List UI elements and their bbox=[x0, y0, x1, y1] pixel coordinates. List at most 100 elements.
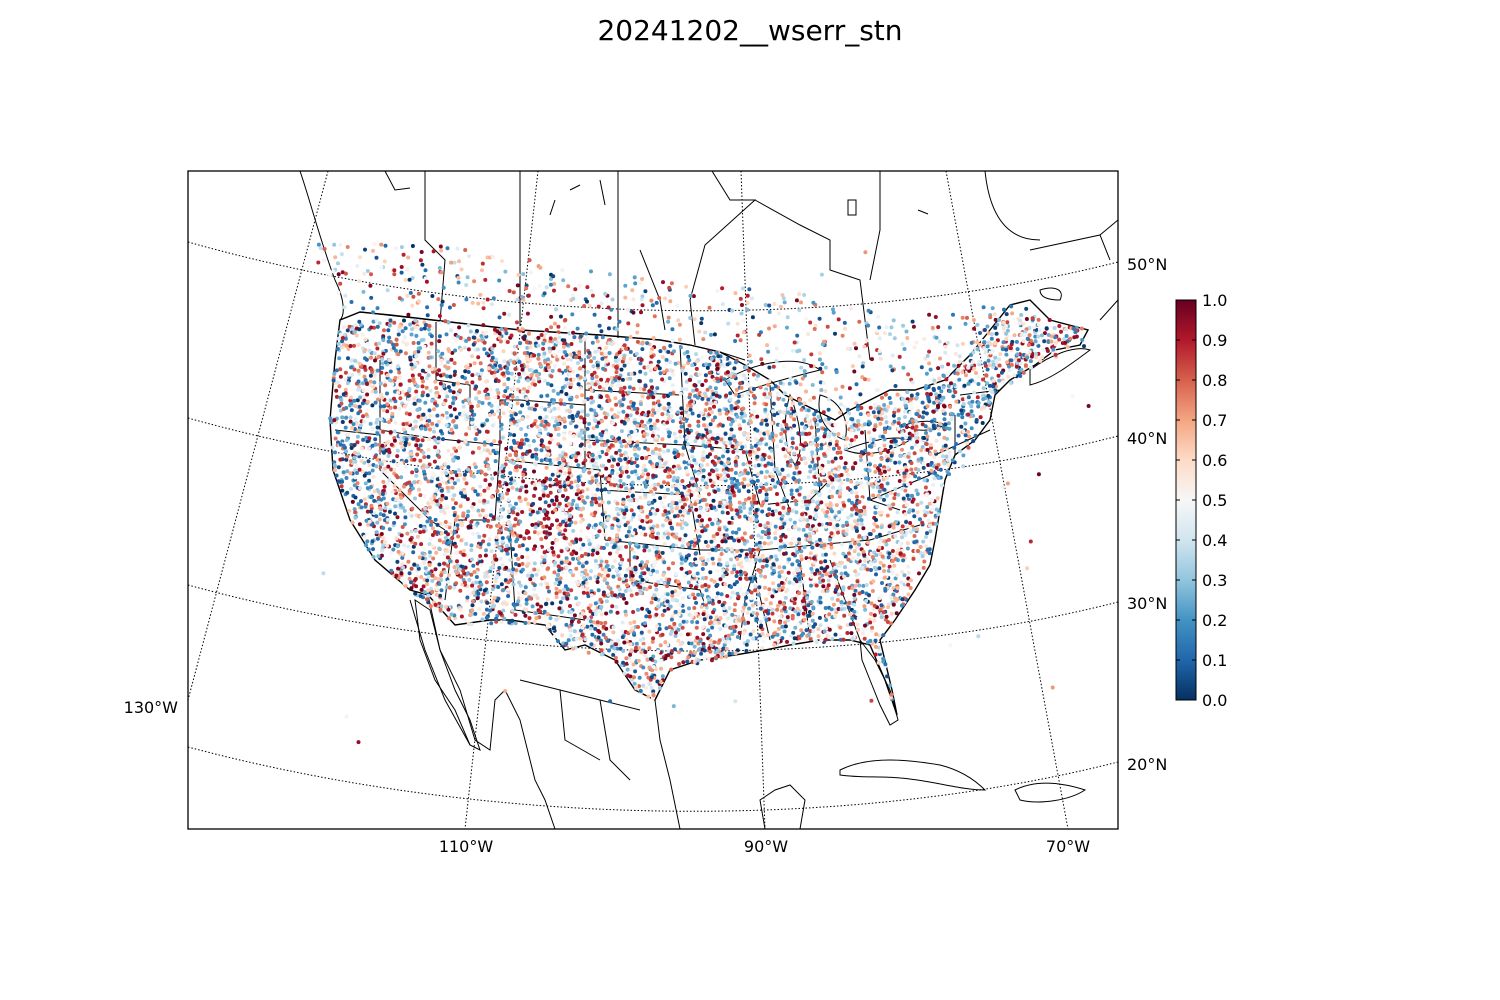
station-point bbox=[395, 454, 400, 459]
station-point bbox=[615, 550, 619, 555]
station-point bbox=[414, 473, 419, 478]
station-point bbox=[343, 377, 348, 382]
station-point bbox=[515, 537, 520, 542]
station-point bbox=[511, 582, 516, 587]
station-point bbox=[777, 587, 782, 592]
station-point bbox=[823, 427, 828, 432]
station-point bbox=[378, 512, 383, 517]
station-point bbox=[656, 580, 660, 584]
station-point bbox=[539, 582, 543, 587]
station-point bbox=[837, 494, 842, 499]
station-point bbox=[704, 605, 709, 610]
station-point bbox=[426, 593, 431, 598]
station-point bbox=[986, 399, 991, 404]
station-point bbox=[542, 516, 547, 521]
station-point bbox=[614, 402, 619, 407]
station-point bbox=[377, 517, 382, 522]
station-point bbox=[441, 372, 446, 377]
station-point bbox=[724, 411, 729, 416]
station-point bbox=[984, 373, 989, 378]
station-point bbox=[427, 516, 432, 521]
station-point bbox=[552, 424, 557, 428]
station-point bbox=[912, 345, 917, 350]
station-point bbox=[470, 603, 475, 608]
station-point bbox=[725, 511, 730, 515]
station-point bbox=[594, 500, 599, 505]
station-point bbox=[558, 589, 562, 594]
station-point bbox=[798, 498, 803, 503]
station-point bbox=[409, 332, 414, 337]
station-point bbox=[885, 476, 889, 481]
station-point bbox=[574, 492, 579, 497]
station-point bbox=[760, 553, 765, 558]
station-point bbox=[817, 357, 822, 362]
station-point bbox=[729, 422, 733, 427]
station-point bbox=[903, 415, 907, 419]
station-point bbox=[777, 311, 781, 316]
station-point bbox=[576, 361, 580, 365]
station-point bbox=[936, 512, 941, 517]
station-point bbox=[692, 469, 697, 474]
station-point bbox=[601, 632, 606, 637]
station-point bbox=[900, 597, 905, 602]
station-point bbox=[884, 493, 889, 498]
station-point bbox=[551, 550, 556, 555]
station-point bbox=[943, 350, 948, 355]
station-point bbox=[716, 620, 721, 625]
station-point bbox=[599, 436, 604, 441]
station-point bbox=[596, 348, 601, 353]
station-point bbox=[920, 520, 925, 525]
station-point bbox=[833, 456, 838, 461]
station-point bbox=[836, 317, 841, 322]
station-point bbox=[879, 457, 884, 461]
station-point bbox=[863, 607, 868, 612]
station-point bbox=[860, 375, 865, 380]
station-point bbox=[780, 636, 785, 641]
station-point bbox=[750, 503, 755, 508]
station-point bbox=[929, 445, 933, 450]
station-point bbox=[760, 529, 765, 534]
station-point bbox=[454, 551, 459, 555]
station-point bbox=[358, 255, 362, 260]
station-point bbox=[758, 385, 763, 390]
station-point bbox=[671, 470, 675, 475]
station-point bbox=[1037, 328, 1042, 333]
station-point bbox=[652, 314, 657, 319]
station-point bbox=[901, 441, 906, 446]
station-point bbox=[873, 652, 878, 657]
station-point bbox=[515, 487, 520, 492]
station-point bbox=[646, 500, 651, 505]
station-point bbox=[802, 617, 807, 622]
station-point bbox=[672, 514, 677, 519]
station-point bbox=[543, 407, 548, 412]
station-point bbox=[571, 556, 576, 561]
station-point bbox=[452, 585, 456, 590]
station-point bbox=[743, 413, 748, 418]
station-point bbox=[594, 612, 598, 617]
station-point bbox=[513, 517, 518, 522]
florida bbox=[859, 638, 899, 726]
station-point bbox=[534, 403, 539, 408]
station-point bbox=[863, 422, 867, 427]
station-point bbox=[443, 357, 448, 362]
station-point bbox=[889, 579, 894, 584]
station-point bbox=[808, 464, 813, 469]
station-point bbox=[422, 590, 427, 595]
station-point bbox=[571, 434, 576, 438]
station-point bbox=[874, 572, 878, 577]
station-point bbox=[975, 322, 980, 327]
station-point bbox=[657, 296, 662, 300]
station-point bbox=[666, 474, 671, 479]
station-point bbox=[343, 336, 348, 341]
station-point bbox=[814, 409, 819, 414]
station-point bbox=[708, 570, 713, 575]
station-point bbox=[582, 417, 587, 422]
station-point bbox=[624, 444, 629, 449]
station-point bbox=[841, 523, 846, 528]
station-point bbox=[499, 426, 504, 431]
station-point bbox=[419, 327, 424, 332]
station-point bbox=[759, 503, 764, 508]
station-point bbox=[882, 426, 887, 431]
station-point bbox=[916, 549, 920, 553]
station-point bbox=[771, 438, 776, 443]
